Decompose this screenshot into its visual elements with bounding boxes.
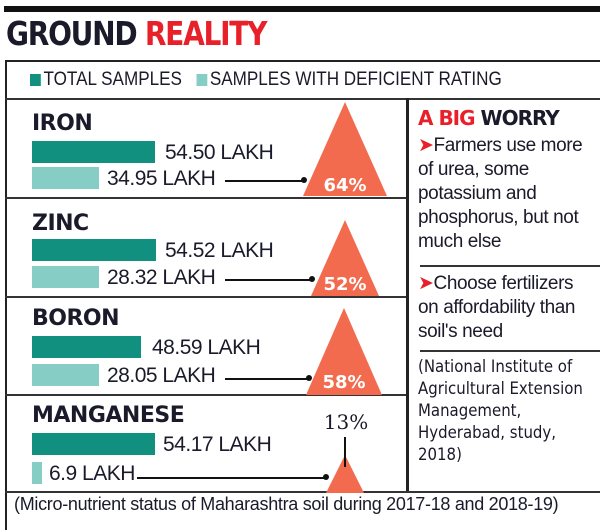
- bar-deficient: [32, 266, 99, 288]
- legend-total: TOTAL SAMPLES: [30, 66, 182, 94]
- percent-pointer: [344, 437, 346, 467]
- percent-label: 52%: [323, 274, 367, 295]
- sidebar: A BIG WORRY ➤Farmers use more of urea, s…: [418, 106, 598, 254]
- divider: [5, 394, 407, 396]
- bar-total: [32, 239, 156, 261]
- total-value: 54.17 LAKH: [163, 433, 272, 456]
- total-value: 54.50 LAKH: [165, 141, 274, 164]
- deficient-value: 28.05 LAKH: [107, 364, 216, 387]
- deficient-value: 6.9 LAKH: [49, 462, 135, 485]
- divider: [5, 296, 407, 298]
- legend-swatch-deficient: [196, 73, 208, 86]
- percent-label: 58%: [322, 372, 366, 393]
- sidebar-point-2: ➤Choose fertilizers on affordability tha…: [418, 273, 576, 342]
- arrow: [225, 177, 307, 183]
- percent-label: 64%: [323, 175, 367, 196]
- deficient-value: 34.95 LAKH: [107, 167, 216, 190]
- nutrient-name: MANGANESE: [32, 403, 185, 428]
- sidebar-point-1: ➤Farmers use more of urea, some potassiu…: [418, 135, 583, 252]
- arrow: [225, 276, 315, 282]
- bar-total: [32, 141, 155, 163]
- bar-total: [32, 433, 155, 455]
- nutrient-name: IRON: [32, 111, 93, 136]
- bar-deficient: [32, 167, 99, 189]
- percent-label: 13%: [323, 410, 369, 434]
- arrow: [137, 474, 329, 480]
- arrow: [225, 375, 312, 381]
- percent-triangle: [303, 102, 387, 196]
- legend-deficient: SAMPLES WITH DEFICIENT RATING: [196, 66, 502, 94]
- divider: [5, 197, 407, 199]
- divider: [5, 491, 600, 493]
- source-note: (National Institute of Agricultural Exte…: [418, 357, 583, 465]
- chart-frame: [5, 60, 600, 530]
- legend-swatch-total: [30, 73, 41, 86]
- nutrient-name: ZINC: [32, 211, 89, 236]
- percent-triangle: [311, 220, 379, 296]
- percent-triangle: [306, 308, 382, 395]
- page-title: GROUND REALITY: [6, 14, 267, 53]
- divider: [420, 350, 600, 352]
- divider: [5, 98, 600, 100]
- arrow-marker-icon: ➤: [418, 135, 434, 156]
- divider: [420, 265, 600, 267]
- bar-deficient: [32, 364, 99, 386]
- sidebar-heading: A BIG WORRY: [418, 106, 560, 130]
- top-rule: [4, 6, 600, 12]
- legend: TOTAL SAMPLES SAMPLES WITH DEFICIENT RAT…: [30, 66, 502, 94]
- bar-total: [32, 336, 141, 358]
- arrow-marker-icon: ➤: [418, 273, 434, 294]
- column-divider: [406, 98, 409, 491]
- deficient-value: 28.32 LAKH: [107, 266, 216, 289]
- bar-deficient: [32, 462, 42, 484]
- total-value: 54.52 LAKH: [165, 239, 274, 262]
- footer-note: (Micro-nutrient status of Maharashtra so…: [14, 494, 559, 514]
- total-value: 48.59 LAKH: [152, 336, 261, 359]
- nutrient-name: BORON: [32, 306, 120, 331]
